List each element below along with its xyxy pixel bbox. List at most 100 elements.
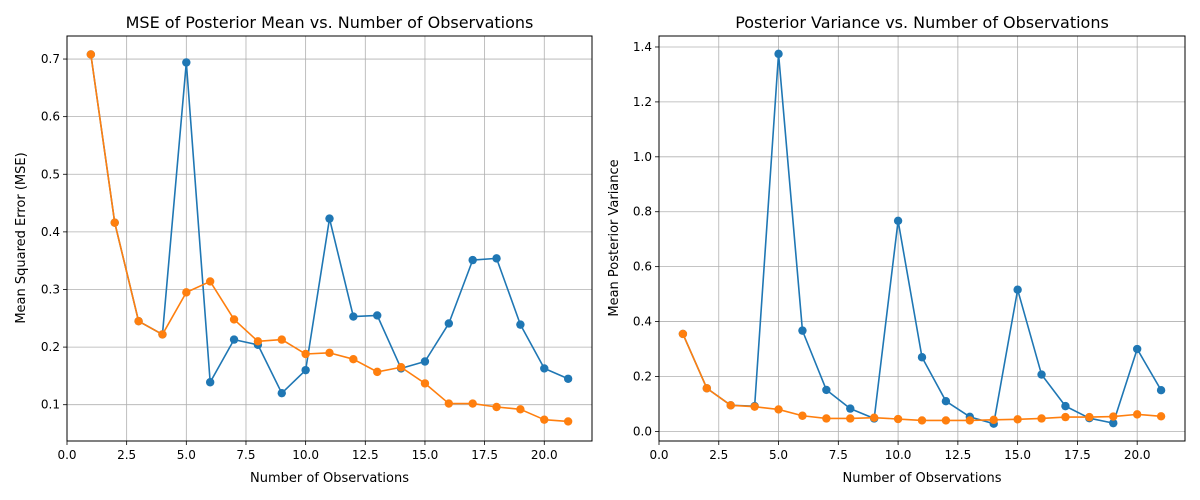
x-tick-label: 15.0 <box>1004 448 1031 462</box>
series-2-point <box>726 401 735 410</box>
ticks-group: 0.0 2.5 5.0 7.5 10.0 12.5 15.0 17.5 20.0 0.0 0.2 0.… <box>633 40 1151 462</box>
series-2-point <box>205 277 215 286</box>
series-2-point <box>1156 412 1166 421</box>
x-tick-label: 5.0 <box>177 448 196 462</box>
x-axis-label: Number of Observations <box>250 471 409 486</box>
series-2-point <box>229 315 239 324</box>
series-2-point <box>678 329 688 339</box>
series-1-point <box>1132 344 1142 354</box>
series-1-point <box>444 319 454 328</box>
series-1-point <box>492 254 501 263</box>
series-1-point <box>822 385 831 395</box>
x-tick-label: 20.0 <box>1124 448 1151 462</box>
series-2-point <box>373 367 382 377</box>
series-1-point <box>349 312 358 321</box>
y-tick-label: 0.4 <box>633 315 652 329</box>
chart-title: MSE of Posterior Mean vs. Number of Obse… <box>126 13 534 32</box>
x-tick-label: 0.0 <box>57 448 76 462</box>
series-2-point <box>349 354 358 364</box>
series-1-point <box>301 365 310 375</box>
y-tick-label: 0.2 <box>41 340 60 354</box>
variance-chart-panel: Posterior Variance vs. Number of Observa… <box>607 13 1186 486</box>
series-2-point <box>301 349 310 359</box>
series-1-point <box>798 326 807 335</box>
x-tick-label: 2.5 <box>709 448 728 462</box>
series-group <box>678 49 1166 428</box>
y-tick-label: 1.0 <box>633 150 652 164</box>
series-2-point <box>110 218 119 227</box>
series-2-point <box>798 411 807 420</box>
x-tick-label: 17.5 <box>471 448 498 462</box>
series-2-point <box>702 384 712 393</box>
x-tick-label: 15.0 <box>412 448 439 462</box>
series-2-point <box>822 414 831 423</box>
series-2-point <box>277 335 286 344</box>
series-1-point <box>540 364 549 373</box>
y-axis-label: Mean Squared Error (MSE) <box>14 152 29 323</box>
x-axis-label: Number of Observations <box>843 471 1002 486</box>
series-1-point <box>917 353 927 362</box>
series-2-point <box>444 399 454 408</box>
series-2-point <box>182 288 191 297</box>
series-2-point <box>563 417 573 426</box>
x-tick-label: 0.0 <box>649 448 668 462</box>
series-1-point <box>205 378 215 387</box>
mse-chart-panel: MSE of Posterior Mean vs. Number of Obse… <box>14 13 593 486</box>
series-2-point <box>325 348 334 358</box>
y-tick-label: 0.8 <box>633 205 652 219</box>
series-2-point <box>1013 415 1022 424</box>
y-tick-label: 0.4 <box>41 225 60 239</box>
series-2-point <box>750 402 759 411</box>
series-2-point <box>965 416 975 425</box>
x-tick-label: 10.0 <box>292 448 319 462</box>
series-2-point <box>1132 410 1142 419</box>
series-1-point <box>1109 418 1118 428</box>
y-tick-label: 0.3 <box>41 282 60 296</box>
x-tick-label: 12.5 <box>945 448 972 462</box>
x-tick-label: 7.5 <box>829 448 848 462</box>
series-1-point <box>277 388 286 398</box>
series-2-point <box>893 414 903 424</box>
series-2-point <box>1085 412 1094 422</box>
series-1-point <box>774 49 783 59</box>
y-tick-label: 0.5 <box>41 167 60 181</box>
y-tick-label: 1.2 <box>633 95 652 109</box>
series-2-point <box>917 416 927 425</box>
series-1-point <box>325 214 334 223</box>
series-1-point <box>420 357 430 366</box>
series-2-point <box>1037 414 1046 423</box>
series-2-point <box>86 50 96 59</box>
series-2-point <box>492 402 501 412</box>
y-tick-label: 0.1 <box>41 398 60 412</box>
series-1-point <box>373 311 382 320</box>
series-2-point <box>158 330 167 339</box>
series-2-point <box>941 416 951 425</box>
series-2-point <box>134 316 143 326</box>
x-tick-label: 5.0 <box>769 448 788 462</box>
series-2-point <box>516 405 525 414</box>
y-tick-label: 1.4 <box>633 40 652 54</box>
series-1-point <box>516 320 525 329</box>
series-2-point <box>253 337 263 346</box>
series-2-point <box>396 363 406 372</box>
series-1-point <box>1156 386 1166 395</box>
y-axis-label: Mean Posterior Variance <box>607 159 622 316</box>
series-2-point <box>774 405 783 414</box>
x-tick-label: 12.5 <box>352 448 379 462</box>
series-1-point <box>1037 370 1046 379</box>
series-1-point <box>941 396 951 406</box>
series-2-point <box>846 414 855 423</box>
series-2-point <box>540 415 549 424</box>
series-2-point <box>1061 412 1070 422</box>
y-tick-label: 0.7 <box>41 52 60 66</box>
ticks-group: 0.0 2.5 5.0 7.5 10.0 12.5 15.0 17.5 20.0 0.1 0.2 0.… <box>41 52 558 462</box>
x-tick-label: 10.0 <box>885 448 912 462</box>
series-1-point <box>1013 285 1022 294</box>
y-tick-label: 0.6 <box>41 110 60 124</box>
x-tick-label: 17.5 <box>1064 448 1091 462</box>
y-tick-label: 0.0 <box>633 424 652 438</box>
series-1-point <box>893 216 903 225</box>
series-2-point <box>420 379 430 388</box>
grid <box>66 36 592 441</box>
